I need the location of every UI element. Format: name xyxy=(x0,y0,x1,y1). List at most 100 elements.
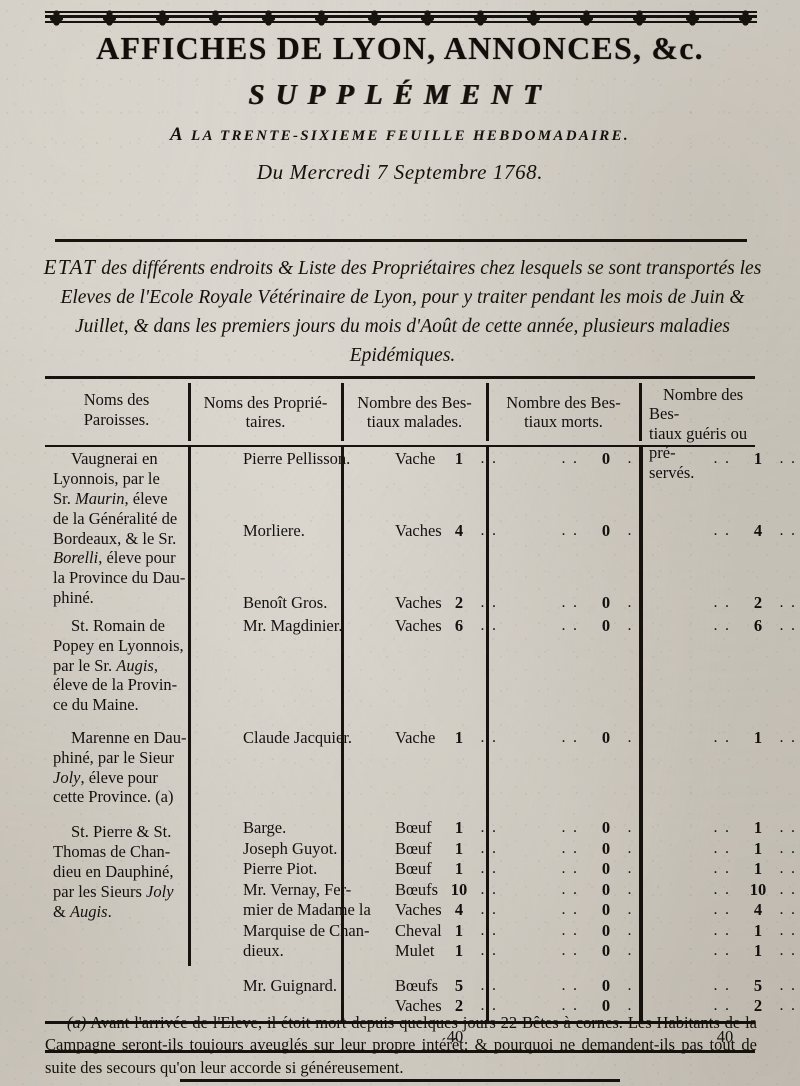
table-body: Vaugnerai en Lyonnois, par le Sr. Maurin, … xyxy=(45,447,795,1021)
column-header-gueris-line1: Nombre des Bes- xyxy=(649,385,744,424)
cell-owner: Pierre Piot. xyxy=(243,859,318,879)
cell-dead-count-value: 0 xyxy=(601,615,611,635)
body-column-rule-4 xyxy=(639,447,643,1021)
rosette-icon xyxy=(261,9,276,26)
cell-sick-count-value: 4 xyxy=(454,900,464,920)
rosette-icon xyxy=(49,9,64,26)
cell-dead-count-value: 0 xyxy=(601,941,611,961)
cell-owner: Claude Jacquier. xyxy=(243,727,353,747)
cell-parish-line: Thomas de Chan- xyxy=(53,842,171,862)
rosette-icon xyxy=(367,9,382,26)
publication-title: AFFICHES DE LYON, ANNONCES, &c. xyxy=(96,30,704,66)
cell-dead-count-value: 0 xyxy=(601,859,611,879)
cell-dead-count: .. 0 .. xyxy=(561,975,651,995)
cell-parish-line: éleve de la Provin- xyxy=(53,675,178,695)
cell-parish-line: Marenne en Dau- xyxy=(71,727,187,747)
body-column-rule-2 xyxy=(341,447,345,1021)
cell-sick-count-value: 1 xyxy=(454,941,464,961)
table-group: Mr. Guignard. Bœufs 5 .... 0 .... 5 .. Vach… xyxy=(45,968,795,1021)
cell-parish-line: & Augis. xyxy=(53,901,112,921)
issue-subtitle: A LA TRENTE-SIXIEME FEUILLE HEBDOMADAIRE… xyxy=(0,124,800,146)
cell-dead-count-value: 0 xyxy=(601,449,611,468)
cell-dead-count-value: 0 xyxy=(601,521,611,540)
cell-cured-count: .. 1 .. xyxy=(713,449,800,468)
cell-cured-count-value: 1 xyxy=(753,838,763,858)
cell-sick-count-value: 6 xyxy=(454,615,464,635)
cell-dead-count: .. 0 .. xyxy=(561,879,651,899)
cell-parish-line: Joly, éleve pour xyxy=(53,767,158,787)
table-bottom-rule xyxy=(45,1020,755,1024)
cell-owner: Benoît Gros. xyxy=(243,593,328,612)
total-sick: 40 xyxy=(446,1026,464,1046)
body-column-rule-1 xyxy=(188,447,191,966)
cell-dead-count-value: 0 xyxy=(601,920,611,940)
column-rule-3 xyxy=(486,383,489,441)
column-header-paroisses: Noms des Paroisses. xyxy=(45,379,188,445)
cell-dead-count-value: 0 xyxy=(601,900,611,920)
cell-cured-count-value: 4 xyxy=(753,521,763,540)
cell-parish-line: par le Sr. Augis, xyxy=(53,655,158,675)
cell-dead-count-value: 0 xyxy=(601,996,611,1016)
cell-owner: mier de Madame la xyxy=(243,900,371,920)
cell-dead-count-value: 0 xyxy=(601,975,611,995)
cell-cured-count: .. 2 .. xyxy=(713,593,800,612)
masthead: AFFICHES DE LYON, ANNONCES, &c. SUPPLÉME… xyxy=(0,30,800,185)
table-totals-row: 40 40 xyxy=(45,1024,755,1050)
table-totals-bottom-rule xyxy=(45,1049,755,1053)
cell-parish-line: Lyonnois, par le xyxy=(53,468,160,488)
cell-owner: Marquise de Chan- xyxy=(243,920,370,940)
cell-sick-count-value: 2 xyxy=(454,593,464,612)
footnote-marker: (a) xyxy=(67,1013,87,1032)
body-column-rule-3 xyxy=(486,447,490,1021)
cell-animal: Cheval xyxy=(395,920,442,940)
cell-sick-count-value: 1 xyxy=(454,920,464,940)
cell-cured-count: .. 1 .. xyxy=(713,859,800,879)
cell-cured-count-value: 1 xyxy=(753,818,763,838)
rosette-icon xyxy=(102,9,117,26)
rosette-icon xyxy=(420,9,435,26)
cell-parish-line: Bordeaux, & le Sr. xyxy=(53,528,177,548)
rosette-icon xyxy=(526,9,541,26)
cell-parish-line: Popey en Lyonnois, xyxy=(53,635,184,655)
issue-date: Du Mercredi 7 Septembre 1768. xyxy=(256,160,544,184)
cell-owner: Morliere. xyxy=(243,521,305,540)
table-group: Vaugnerai en Lyonnois, par le Sr. Maurin, … xyxy=(45,447,795,612)
issue-subtitle-rest: LA TRENTE-SIXIEME FEUILLE HEBDOMADAIRE. xyxy=(191,128,630,144)
cell-cured-count: .. 10 .. xyxy=(713,879,800,899)
cell-dead-count: .. 0 .. xyxy=(561,818,651,838)
cell-owner: dieux. xyxy=(243,941,284,961)
cell-cured-count-value: 1 xyxy=(753,920,763,940)
cell-animal: Mulet xyxy=(395,941,435,961)
cell-cured-count-value: 2 xyxy=(753,996,763,1016)
cell-animal: Vaches xyxy=(395,521,442,540)
cell-cured-count: .. 4 .. xyxy=(713,900,800,920)
cell-dead-count-value: 0 xyxy=(601,593,611,612)
cell-parish-line: ce du Maine. xyxy=(53,695,139,715)
cell-cured-count-value: 1 xyxy=(753,727,763,747)
decorative-rule-ornament xyxy=(45,8,757,27)
footnote-line1: Avant l'arrivée de l'Eleve, il étoit mor… xyxy=(86,1013,652,1032)
cell-sick-count-value: 4 xyxy=(454,521,464,540)
column-header-morts: Nombre des Bes- tiaux morts. xyxy=(488,379,639,445)
cell-dead-count: .. 0 .. xyxy=(561,838,651,858)
cell-owner: Mr. Guignard. xyxy=(243,975,337,995)
cell-cured-count: .. 1 .. xyxy=(713,941,800,961)
cell-sick-count-value: 1 xyxy=(454,727,464,747)
cell-animal: Vaches xyxy=(395,615,442,635)
cell-parish-line: la Province du Dau- xyxy=(53,568,186,588)
cell-sick-count-value: 5 xyxy=(454,975,464,995)
cell-parish-line: phiné, par le Sieur xyxy=(53,747,174,767)
column-header-proprietaires-line2: taires. xyxy=(245,412,286,431)
cell-owner: Mr. Magdinier. xyxy=(243,615,343,635)
cell-sick-count-value: 1 xyxy=(454,859,464,879)
cell-cured-count: .. 2 .. xyxy=(713,996,800,1016)
cell-sick-count-value: 10 xyxy=(450,879,468,899)
cell-sick-count-value: 1 xyxy=(454,818,464,838)
cell-cured-count-value: 2 xyxy=(753,593,763,612)
cell-cured-count-value: 1 xyxy=(753,859,763,879)
cell-parish: St. Romain de Popey en Lyonnois, par le Sr… xyxy=(45,616,231,715)
rosette-icon xyxy=(208,9,223,26)
table-group: St. Pierre & St. Thomas de Chan-dieu en D… xyxy=(45,818,795,968)
rosette-icon xyxy=(473,9,488,26)
cell-cured-count-value: 1 xyxy=(753,941,763,961)
